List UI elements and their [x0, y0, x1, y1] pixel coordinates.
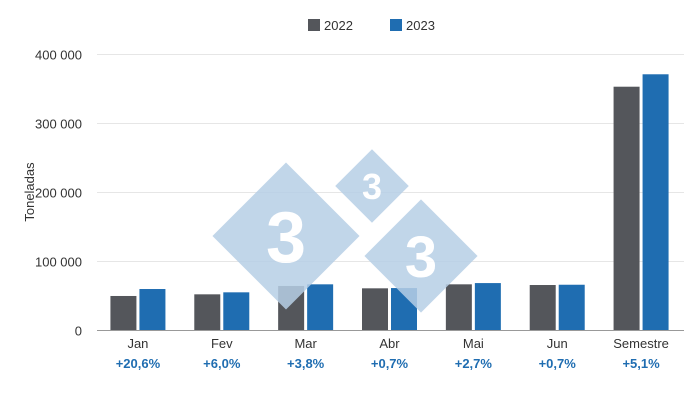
legend: 2022 2023 [308, 18, 435, 33]
svg-text:3: 3 [362, 166, 382, 207]
y-tick-label: 0 [75, 324, 82, 339]
x-tick-label: Semestre [613, 336, 669, 351]
legend-item-2023[interactable]: 2023 [390, 18, 435, 33]
change-label: +5,1% [622, 356, 660, 371]
svg-text:3: 3 [405, 225, 437, 290]
legend-label: 2023 [406, 18, 435, 33]
x-tick-label: Abr [379, 336, 400, 351]
x-tick-label: Fev [211, 336, 233, 351]
bar-2023-semestre [642, 74, 669, 330]
legend-swatch [308, 19, 320, 31]
x-axis-labels: Jan +20,6% Fev +6,0% Mar +3,8% Abr +0,7% Mai +2,7… [116, 336, 669, 371]
legend-swatch [390, 19, 402, 31]
bar-2022-semestre [613, 86, 640, 331]
change-label: +2,7% [455, 356, 493, 371]
bar-2023-jun [558, 284, 585, 330]
y-tick-label: 300 000 [35, 117, 82, 132]
bar-2023-mai [474, 283, 501, 330]
change-label: +0,7% [539, 356, 577, 371]
legend-item-2022[interactable]: 2022 [308, 18, 353, 33]
change-label: +0,7% [371, 356, 409, 371]
y-axis-ticks: 0 100 000 200 000 300 000 400 000 [35, 48, 82, 339]
bar-2022-mai [445, 284, 472, 330]
bar-2022-jun [529, 285, 556, 330]
x-tick-label: Mar [294, 336, 317, 351]
y-tick-label: 400 000 [35, 48, 82, 63]
bar-2022-fev [194, 294, 221, 330]
x-tick-label: Jan [127, 336, 148, 351]
x-tick-label: Mai [463, 336, 484, 351]
bar-2023-fev [223, 292, 250, 330]
watermark-logo: 3 3 3 [212, 149, 478, 313]
y-tick-label: 200 000 [35, 186, 82, 201]
bar-2023-mar [307, 284, 334, 330]
change-label: +6,0% [203, 356, 241, 371]
bar-2023-jan [139, 289, 166, 330]
svg-text:3: 3 [266, 198, 306, 278]
bar-2022-jan [110, 295, 137, 330]
y-tick-label: 100 000 [35, 255, 82, 270]
x-tick-label: Jun [547, 336, 568, 351]
legend-label: 2022 [324, 18, 353, 33]
y-axis-label: Toneladas [22, 162, 37, 222]
bar-2022-abr [362, 288, 388, 330]
change-label: +3,8% [287, 356, 325, 371]
change-label: +20,6% [116, 356, 161, 371]
bars [110, 74, 669, 331]
